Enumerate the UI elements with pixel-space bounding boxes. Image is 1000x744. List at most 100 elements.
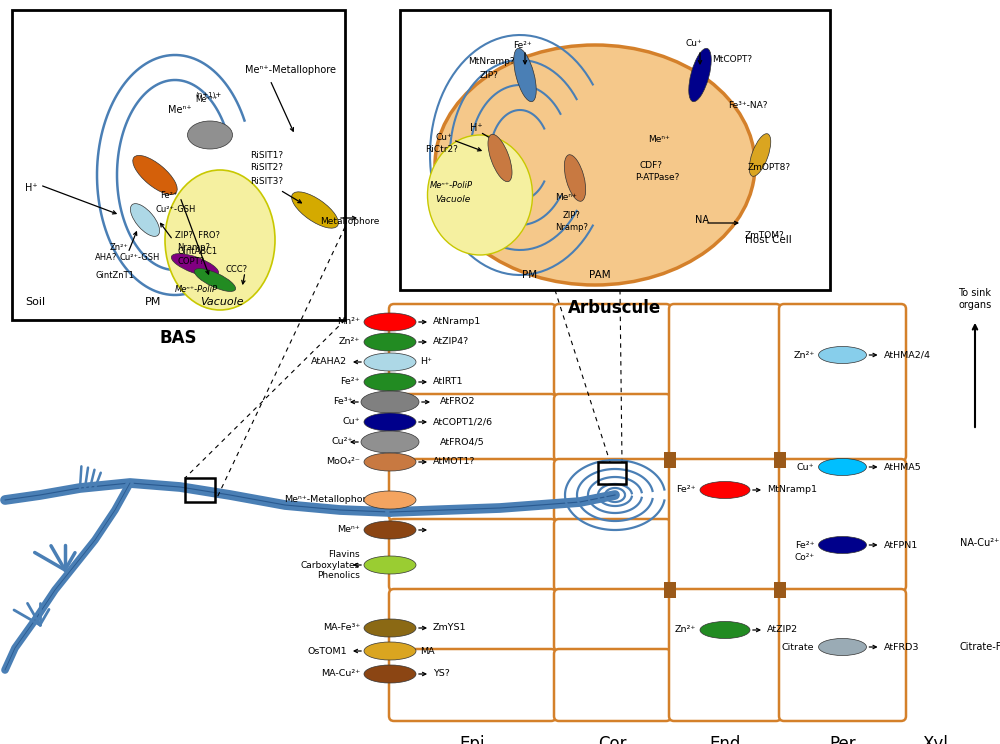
Text: MA: MA [420, 647, 435, 655]
Text: AtFRO2: AtFRO2 [440, 397, 476, 406]
Text: Flavins
Carboxylates
Phenolics: Flavins Carboxylates Phenolics [301, 550, 360, 580]
Text: Meⁿ⁺: Meⁿ⁺ [648, 135, 670, 144]
Text: H⁺: H⁺ [420, 358, 432, 367]
Text: AtAHA2: AtAHA2 [311, 358, 347, 367]
Text: BAS: BAS [160, 329, 197, 347]
Text: AtZIP4?: AtZIP4? [433, 338, 469, 347]
Text: GintZnT1: GintZnT1 [95, 271, 134, 280]
FancyBboxPatch shape [389, 459, 556, 521]
Text: ZIP?  FRO?: ZIP? FRO? [175, 231, 220, 240]
Text: ZIP?: ZIP? [563, 211, 581, 219]
Text: OsTOM1: OsTOM1 [307, 647, 347, 655]
Text: AtCOPT1/2/6: AtCOPT1/2/6 [433, 417, 493, 426]
Text: P-ATPase?: P-ATPase? [635, 173, 679, 182]
Bar [774, 452, 786, 468]
Text: GintABC1: GintABC1 [178, 248, 218, 257]
Ellipse shape [514, 48, 536, 102]
FancyBboxPatch shape [389, 519, 556, 591]
Text: Fe²⁺: Fe²⁺ [513, 40, 532, 50]
Ellipse shape [292, 192, 338, 228]
Text: Meⁿ⁺-Metallophore: Meⁿ⁺-Metallophore [245, 65, 336, 75]
Text: RiSIT1?: RiSIT1? [250, 150, 283, 159]
Ellipse shape [364, 642, 416, 660]
Text: AtHMA5: AtHMA5 [884, 463, 921, 472]
Ellipse shape [818, 347, 866, 364]
Text: MoO₄²⁻: MoO₄²⁻ [326, 458, 360, 466]
FancyBboxPatch shape [554, 519, 671, 591]
Bar [185, 478, 215, 502]
Text: NA: NA [695, 215, 709, 225]
FancyBboxPatch shape [389, 394, 556, 461]
Text: Co²⁺: Co²⁺ [794, 554, 814, 562]
Ellipse shape [194, 269, 236, 292]
Text: Cu⁺: Cu⁺ [342, 417, 360, 426]
Ellipse shape [749, 134, 771, 176]
Text: Metallophore: Metallophore [320, 217, 379, 226]
Ellipse shape [564, 155, 586, 202]
Ellipse shape [364, 619, 416, 637]
Ellipse shape [488, 135, 512, 182]
Bar [774, 582, 786, 598]
Ellipse shape [171, 254, 219, 276]
Text: Fe³⁺: Fe³⁺ [333, 397, 353, 406]
Bar [598, 462, 626, 484]
Text: ZmTOM?: ZmTOM? [745, 231, 785, 240]
Text: Zn²⁺: Zn²⁺ [339, 338, 360, 347]
Ellipse shape [700, 481, 750, 498]
Text: MA-Fe³⁺: MA-Fe³⁺ [323, 623, 360, 632]
Text: Fe²⁺: Fe²⁺ [676, 486, 696, 495]
Text: AtHMA2/4: AtHMA2/4 [884, 350, 930, 359]
FancyBboxPatch shape [554, 304, 671, 396]
Text: Citrate: Citrate [782, 643, 814, 652]
Text: Host Cell: Host Cell [745, 235, 792, 245]
Text: AtFRD3: AtFRD3 [884, 643, 919, 652]
Text: Cu²⁺-GSH: Cu²⁺-GSH [120, 254, 160, 263]
Text: Nramp?: Nramp? [555, 223, 588, 232]
Ellipse shape [130, 204, 160, 237]
FancyBboxPatch shape [554, 589, 671, 651]
Bar [664, 452, 676, 468]
Ellipse shape [364, 453, 416, 471]
FancyBboxPatch shape [389, 589, 556, 651]
Text: AtMOT1?: AtMOT1? [433, 458, 476, 466]
Ellipse shape [700, 621, 750, 638]
Text: AtZIP2: AtZIP2 [767, 626, 798, 635]
Text: COPT?: COPT? [177, 257, 204, 266]
Ellipse shape [364, 665, 416, 683]
Text: ZmOPT8?: ZmOPT8? [748, 164, 791, 173]
Text: Cor: Cor [598, 735, 627, 744]
Text: Vacuole: Vacuole [435, 196, 470, 205]
FancyBboxPatch shape [779, 304, 906, 461]
FancyBboxPatch shape [669, 589, 781, 721]
Text: Nramp?: Nramp? [177, 243, 210, 252]
Bar [400, 10, 830, 290]
Text: AtIRT1: AtIRT1 [433, 377, 464, 386]
Text: YS?: YS? [433, 670, 450, 679]
Text: Meⁿ⁺-PoliP: Meⁿ⁺-PoliP [175, 286, 218, 295]
Text: Meⁿ⁺: Meⁿ⁺ [337, 525, 360, 534]
Text: Citrate-Fe³⁺: Citrate-Fe³⁺ [960, 642, 1000, 652]
Text: ZmYS1: ZmYS1 [433, 623, 466, 632]
Ellipse shape [435, 45, 755, 285]
Ellipse shape [428, 135, 532, 255]
Text: RiCtr2?: RiCtr2? [425, 146, 458, 155]
Text: Zn²⁺: Zn²⁺ [793, 350, 814, 359]
Ellipse shape [818, 638, 866, 655]
Text: Epi: Epi [460, 735, 485, 744]
Text: To sink
organs: To sink organs [958, 289, 992, 310]
Ellipse shape [361, 391, 419, 413]
Text: Cu²⁺-GSH: Cu²⁺-GSH [155, 205, 195, 214]
FancyBboxPatch shape [669, 459, 781, 591]
Ellipse shape [364, 521, 416, 539]
Text: Fe²⁺: Fe²⁺ [340, 377, 360, 386]
Text: NA-Cu²⁺: NA-Cu²⁺ [960, 538, 999, 548]
Text: Mn²⁺: Mn²⁺ [337, 318, 360, 327]
Text: PM: PM [145, 297, 161, 307]
Text: PM: PM [522, 270, 538, 280]
Text: AtFRO4/5: AtFRO4/5 [440, 437, 485, 446]
Text: RiSIT3?: RiSIT3? [250, 176, 283, 185]
FancyBboxPatch shape [554, 394, 671, 461]
Text: (n+1)+: (n+1)+ [195, 92, 221, 98]
Text: Cu²⁺: Cu²⁺ [332, 437, 353, 446]
Text: CDF?: CDF? [640, 161, 663, 170]
